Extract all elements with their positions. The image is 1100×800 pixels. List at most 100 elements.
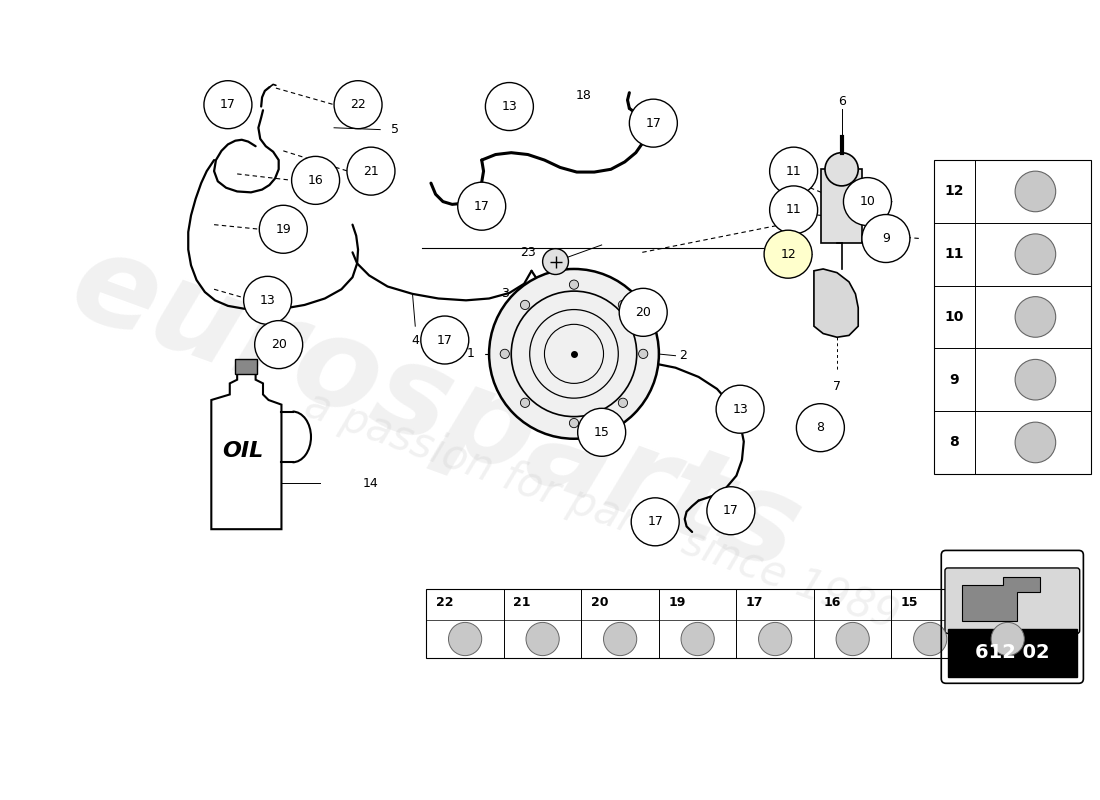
Text: 17: 17 xyxy=(723,504,739,518)
Text: 14: 14 xyxy=(363,477,378,490)
Text: 17: 17 xyxy=(647,515,663,528)
Circle shape xyxy=(618,398,627,407)
Bar xyxy=(934,160,1091,474)
Circle shape xyxy=(770,186,817,234)
Circle shape xyxy=(1015,297,1056,338)
Text: 19: 19 xyxy=(275,222,292,236)
Circle shape xyxy=(204,81,252,129)
Bar xyxy=(822,170,862,243)
Bar xyxy=(235,359,257,374)
Text: 22: 22 xyxy=(350,98,366,111)
Circle shape xyxy=(631,498,679,546)
Text: 4: 4 xyxy=(411,334,419,346)
Circle shape xyxy=(619,288,668,336)
Text: 18: 18 xyxy=(575,89,591,102)
Circle shape xyxy=(707,486,755,534)
Text: 16: 16 xyxy=(308,174,323,187)
Text: 5: 5 xyxy=(390,123,399,136)
Text: OIL: OIL xyxy=(222,441,263,461)
Circle shape xyxy=(681,622,714,656)
Circle shape xyxy=(639,350,648,358)
FancyBboxPatch shape xyxy=(945,568,1080,634)
Circle shape xyxy=(542,249,569,274)
Text: a passion for parts since 1989: a passion for parts since 1989 xyxy=(299,383,904,638)
Circle shape xyxy=(759,622,792,656)
Text: 13: 13 xyxy=(733,402,748,416)
Text: 612 02: 612 02 xyxy=(975,643,1049,662)
Text: 11: 11 xyxy=(785,203,802,216)
Circle shape xyxy=(716,386,764,434)
Polygon shape xyxy=(961,577,1040,622)
Circle shape xyxy=(260,206,307,254)
Text: 17: 17 xyxy=(437,334,453,346)
Text: 20: 20 xyxy=(591,595,608,609)
Text: 23: 23 xyxy=(520,246,536,259)
Circle shape xyxy=(629,99,678,147)
Circle shape xyxy=(255,321,302,369)
Circle shape xyxy=(334,81,382,129)
Text: 9: 9 xyxy=(882,232,890,245)
Text: 20: 20 xyxy=(636,306,651,319)
Circle shape xyxy=(490,269,659,438)
Text: 3: 3 xyxy=(500,287,508,300)
Text: 22: 22 xyxy=(436,595,453,609)
Circle shape xyxy=(570,280,579,290)
Circle shape xyxy=(862,214,910,262)
Circle shape xyxy=(825,153,858,186)
Circle shape xyxy=(520,398,530,407)
Circle shape xyxy=(770,147,817,195)
Circle shape xyxy=(346,147,395,195)
Text: 17: 17 xyxy=(746,595,763,609)
Text: 11: 11 xyxy=(785,165,802,178)
Text: 21: 21 xyxy=(363,165,378,178)
Circle shape xyxy=(421,316,469,364)
Text: 7: 7 xyxy=(833,380,842,393)
Circle shape xyxy=(485,82,534,130)
Circle shape xyxy=(520,300,530,310)
Circle shape xyxy=(844,178,891,226)
Text: 17: 17 xyxy=(646,117,661,130)
Circle shape xyxy=(796,404,845,452)
Text: 17: 17 xyxy=(474,200,490,213)
Text: 17: 17 xyxy=(220,98,235,111)
Circle shape xyxy=(570,418,579,428)
Polygon shape xyxy=(814,269,858,338)
Text: 10: 10 xyxy=(859,195,876,208)
Text: 21: 21 xyxy=(513,595,530,609)
Text: 1: 1 xyxy=(466,347,474,360)
Text: eurosparts: eurosparts xyxy=(55,222,816,597)
Circle shape xyxy=(914,622,947,656)
Circle shape xyxy=(991,622,1024,656)
Circle shape xyxy=(526,622,559,656)
Circle shape xyxy=(764,230,812,278)
Text: 13: 13 xyxy=(502,100,517,113)
Text: 20: 20 xyxy=(271,338,287,351)
Text: 16: 16 xyxy=(823,595,840,609)
Circle shape xyxy=(1015,171,1056,212)
Text: 8: 8 xyxy=(816,421,824,434)
Circle shape xyxy=(449,622,482,656)
Text: 12: 12 xyxy=(780,248,796,261)
Circle shape xyxy=(243,276,292,324)
Text: 10: 10 xyxy=(945,310,964,324)
Circle shape xyxy=(618,300,627,310)
Circle shape xyxy=(1015,359,1056,400)
Text: 2: 2 xyxy=(679,350,686,362)
Text: 15: 15 xyxy=(594,426,609,438)
Text: 8: 8 xyxy=(949,435,959,450)
Circle shape xyxy=(292,156,340,204)
Text: 11: 11 xyxy=(945,247,964,261)
Circle shape xyxy=(578,408,626,456)
Text: 6: 6 xyxy=(838,95,846,109)
Text: 13: 13 xyxy=(978,595,996,609)
Circle shape xyxy=(604,622,637,656)
Text: 9: 9 xyxy=(949,373,959,386)
Circle shape xyxy=(1015,422,1056,462)
Bar xyxy=(948,629,1077,677)
Text: 15: 15 xyxy=(901,595,918,609)
Text: 12: 12 xyxy=(945,185,964,198)
Text: 19: 19 xyxy=(668,595,685,609)
Bar xyxy=(427,589,1046,658)
Text: 13: 13 xyxy=(260,294,275,307)
Polygon shape xyxy=(211,370,282,529)
